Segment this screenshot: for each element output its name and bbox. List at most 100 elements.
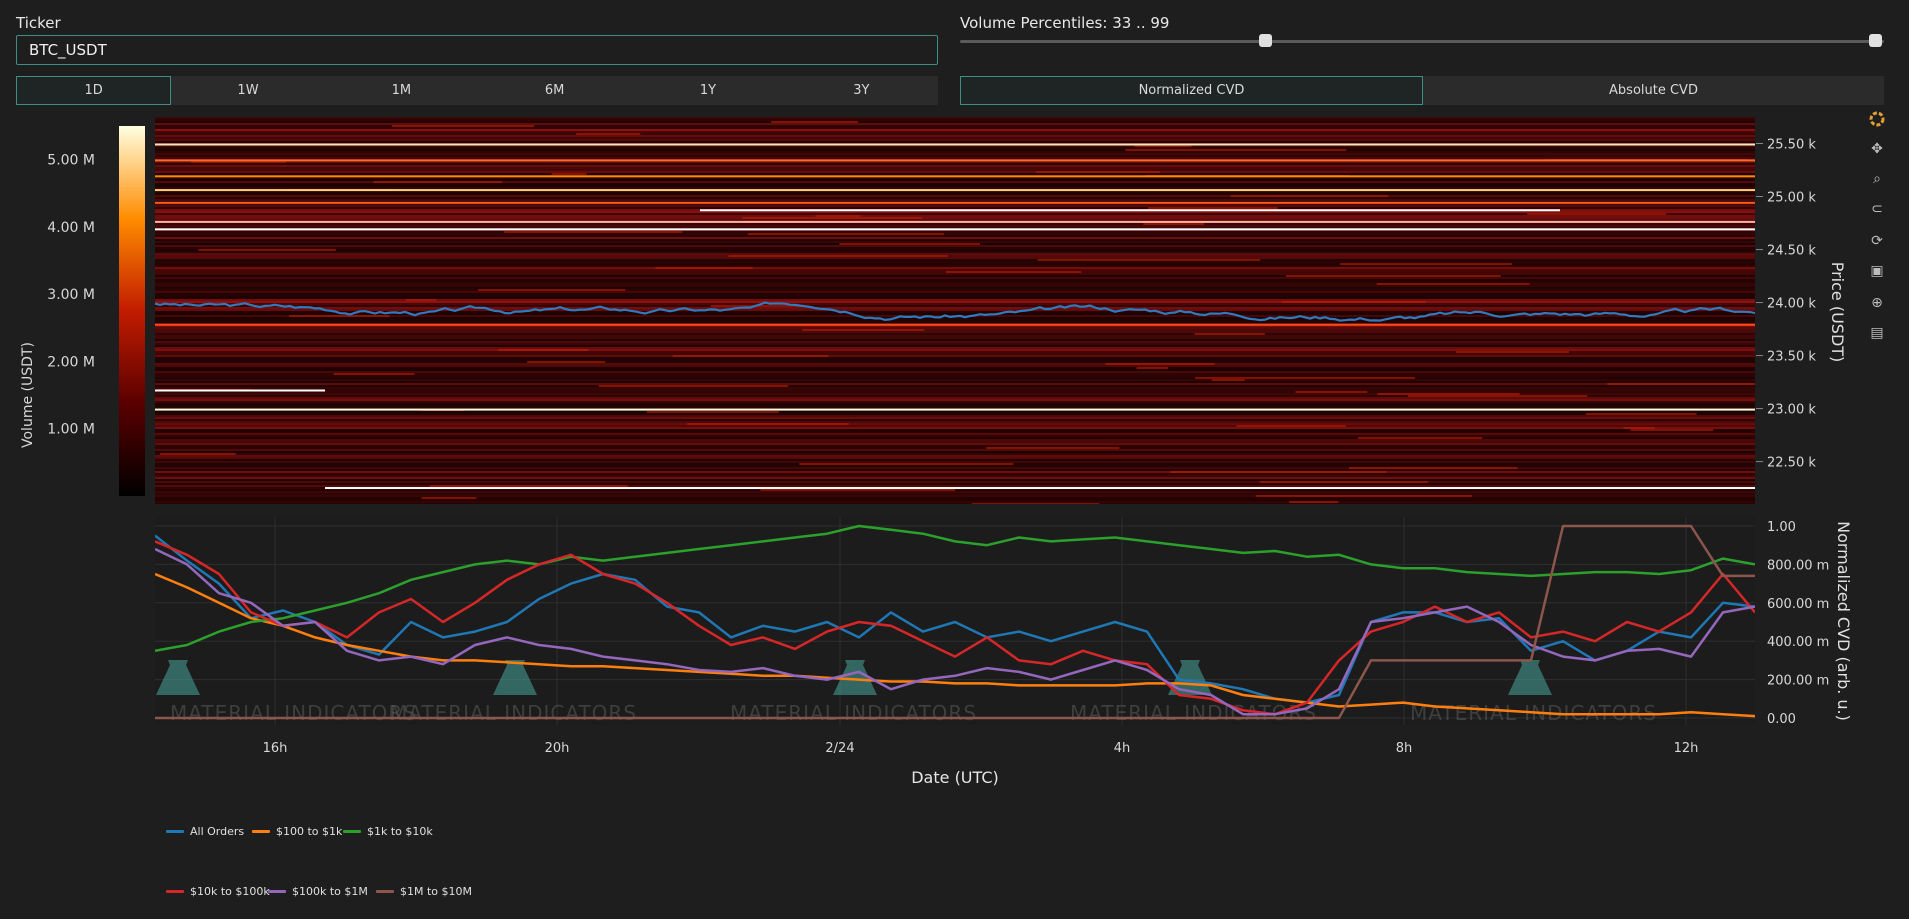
heatmap-row [155, 445, 1755, 447]
heatmap-row [155, 437, 1755, 439]
heatmap-cell [1259, 481, 1428, 483]
colorbar-tick-label: 4.00 M [47, 220, 95, 236]
heatmap-row [155, 381, 1755, 383]
save-icon[interactable]: ▣ [1870, 263, 1884, 279]
heatmap-row [155, 269, 1755, 271]
timeframe-1m-button[interactable]: 1M [391, 83, 412, 98]
zoom-icon[interactable]: ⌕ [1873, 171, 1881, 187]
x-tick-label: 12h [1674, 741, 1699, 756]
heatmap-cell [728, 255, 948, 257]
heatmap-cell [802, 329, 925, 331]
legend-item[interactable]: $1k to $10k [343, 825, 433, 838]
heatmap-cell [289, 315, 390, 317]
normalized-cvd-button[interactable]: Normalized CVD [960, 76, 1423, 105]
heatmap-cell [1348, 467, 1518, 469]
heatmap-row [155, 223, 1755, 225]
heatmap-row [155, 327, 1755, 329]
reset-icon[interactable]: ⟳ [1871, 233, 1883, 249]
heatmap-row [155, 169, 1755, 171]
heatmap-row [155, 287, 1755, 289]
heatmap-row [155, 125, 1755, 127]
price-axis-title: Price (USDT) [1828, 262, 1847, 363]
price-tick-label: 22.50 k [1767, 456, 1816, 471]
heatmap-level [325, 487, 1755, 490]
heatmap-cell [1105, 363, 1215, 365]
legend-swatch [376, 890, 394, 893]
lasso-icon[interactable]: ⊂ [1871, 201, 1883, 217]
timeframe-1y-button[interactable]: 1Y [699, 83, 717, 98]
spike-icon[interactable]: ⊕ [1871, 295, 1883, 311]
legend-item[interactable]: $100k to $1M [268, 885, 368, 898]
heatmap-row [155, 177, 1755, 179]
heatmap-cell [1407, 395, 1588, 397]
heatmap-row [155, 397, 1755, 399]
heatmap-level [155, 323, 1755, 326]
heatmap-row [155, 485, 1755, 487]
heatmap-level [155, 143, 1755, 146]
timeframe-1w-button[interactable]: 1W [237, 83, 259, 98]
x-axis-ticks: 16h 20h 2/24 4h 8h 12h [263, 741, 1699, 756]
timeframe-1d-button[interactable]: 1D [16, 76, 172, 105]
volume-percentile-slider-track[interactable] [960, 40, 1884, 43]
ticker-input[interactable] [16, 35, 938, 65]
heatmap-cell [1136, 367, 1169, 369]
x-axis-title: Date (UTC) [911, 768, 999, 787]
slider-handle-high[interactable] [1868, 34, 1882, 47]
heatmap-row [155, 421, 1755, 423]
legend-item[interactable]: $1M to $10M [376, 885, 472, 898]
heatmap-row [155, 289, 1755, 291]
heatmap-row [155, 141, 1755, 143]
heatmap-row [155, 361, 1755, 363]
heatmap-cell [771, 121, 859, 123]
heatmap-row [155, 459, 1755, 461]
legend-item[interactable]: $10k to $100k [166, 885, 270, 898]
heatmap-row [155, 179, 1755, 181]
heatmap-row [155, 373, 1755, 375]
heatmap-row [155, 313, 1755, 315]
heatmap-row [155, 279, 1755, 281]
heatmap-cell [971, 503, 1100, 504]
heatmap-row [155, 393, 1755, 395]
hover-icon[interactable]: ▤ [1870, 325, 1884, 341]
timeframe-3y-button[interactable]: 3Y [853, 83, 870, 98]
legend-item[interactable]: $100 to $1k [252, 825, 342, 838]
heatmap-cell [1527, 213, 1667, 215]
heatmap-row [155, 249, 1755, 251]
price-tick-label: 24.00 k [1767, 297, 1816, 312]
slider-handle-low[interactable] [1258, 34, 1272, 47]
heatmap-row [155, 251, 1755, 253]
price-tick-label: 25.00 k [1767, 191, 1816, 206]
legend-item[interactable]: All Orders [166, 825, 244, 838]
heatmap-row [155, 171, 1755, 173]
heatmap-row [155, 449, 1755, 451]
legend-swatch [268, 890, 286, 893]
heatmap-cell [478, 289, 626, 291]
heatmap-row [155, 291, 1755, 293]
cvd-series-line [155, 524, 1755, 653]
heatmap-cell [1285, 275, 1501, 277]
heatmap-level [155, 389, 325, 392]
heatmap-level [155, 175, 1755, 178]
heatmap-row [155, 375, 1755, 377]
heatmap-cell [1170, 471, 1387, 473]
heatmap-cell [799, 463, 1014, 465]
heatmap-row [155, 199, 1755, 201]
heatmap-row [155, 441, 1755, 443]
heatmap-cell [1357, 437, 1483, 439]
heatmap-row [155, 217, 1755, 219]
heatmap-row [155, 495, 1755, 497]
heatmap-row [155, 501, 1755, 503]
x-tick-label: 4h [1114, 741, 1131, 756]
heatmap-row [155, 293, 1755, 295]
pan-icon[interactable]: ✥ [1871, 141, 1883, 157]
heatmap-level [700, 209, 1560, 212]
heatmap-row [155, 347, 1755, 349]
legend-swatch [252, 830, 270, 833]
absolute-cvd-button[interactable]: Absolute CVD [1609, 83, 1698, 98]
heatmap-row [155, 261, 1755, 263]
timeframe-6m-button[interactable]: 6M [544, 83, 565, 98]
plotly-logo-icon[interactable] [1868, 110, 1886, 128]
heatmap-row [155, 457, 1755, 459]
heatmap-row [155, 343, 1755, 345]
